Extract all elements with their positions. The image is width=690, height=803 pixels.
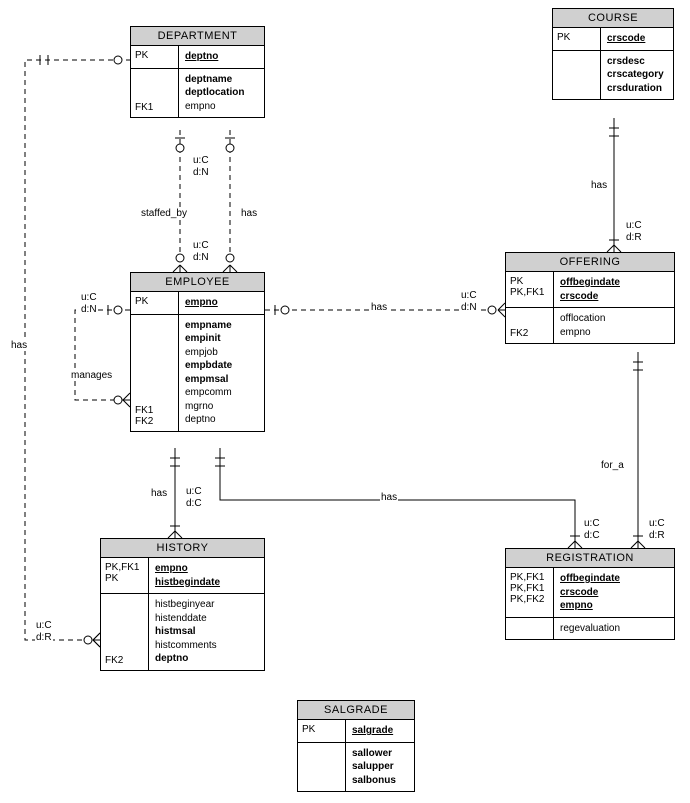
label-cardinality: u:C xyxy=(185,486,203,497)
label-cardinality: d:N xyxy=(460,302,478,313)
label-cardinality: u:C xyxy=(192,240,210,251)
label-manages: manages xyxy=(70,370,113,381)
label-staffed-by: staffed_by xyxy=(140,208,188,219)
label-cardinality: d:R xyxy=(35,632,53,643)
label-cardinality: u:C xyxy=(583,518,601,529)
label-cardinality: d:C xyxy=(185,498,203,509)
label-cardinality: d:R xyxy=(625,232,643,243)
label-cardinality: u:C xyxy=(80,292,98,303)
label-has: has xyxy=(240,208,258,219)
label-has: has xyxy=(150,488,168,499)
label-has: has xyxy=(380,492,398,503)
label-cardinality: d:N xyxy=(192,167,210,178)
label-cardinality: d:R xyxy=(648,530,666,541)
label-has: has xyxy=(370,302,388,313)
label-cardinality: u:C xyxy=(192,155,210,166)
label-has: has xyxy=(590,180,608,191)
label-has: has xyxy=(10,340,28,351)
label-cardinality: u:C xyxy=(625,220,643,231)
label-cardinality: u:C xyxy=(648,518,666,529)
label-for-a: for_a xyxy=(600,460,625,471)
label-cardinality: d:N xyxy=(192,252,210,263)
label-cardinality: d:C xyxy=(583,530,601,541)
er-diagram-canvas: DEPARTMENTPKdeptnoFK1deptnamedeptlocatio… xyxy=(0,0,690,803)
connector-layer xyxy=(0,0,690,803)
label-cardinality: d:N xyxy=(80,304,98,315)
label-cardinality: u:C xyxy=(35,620,53,631)
label-cardinality: u:C xyxy=(460,290,478,301)
